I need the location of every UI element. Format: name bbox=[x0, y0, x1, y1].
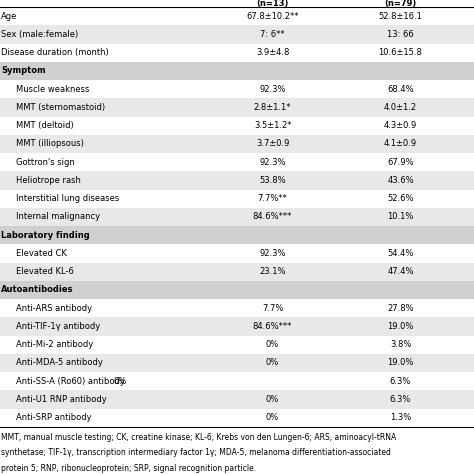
Bar bbox=[0, 336, 474, 354]
Text: Anti-TIF-1γ antibody: Anti-TIF-1γ antibody bbox=[16, 322, 100, 331]
Text: 84.6%***: 84.6%*** bbox=[253, 212, 292, 221]
Text: 3.8%: 3.8% bbox=[390, 340, 411, 349]
Text: 67.9%: 67.9% bbox=[387, 158, 414, 167]
Bar bbox=[0, 26, 474, 44]
Text: Disease duration (month): Disease duration (month) bbox=[1, 48, 109, 57]
Bar bbox=[0, 391, 474, 409]
Text: Laboratory finding: Laboratory finding bbox=[1, 231, 90, 240]
Bar bbox=[0, 80, 474, 99]
Text: 4.1±0.9: 4.1±0.9 bbox=[384, 139, 417, 148]
Text: MMT (deltoid): MMT (deltoid) bbox=[16, 121, 73, 130]
Text: MMT (sternomastoid): MMT (sternomastoid) bbox=[16, 103, 105, 112]
Text: Anti-SS-A (Ro60) antibody: Anti-SS-A (Ro60) antibody bbox=[16, 377, 125, 386]
Text: 27.8%: 27.8% bbox=[387, 304, 414, 313]
Bar bbox=[0, 409, 474, 427]
Text: 84.6%***: 84.6%*** bbox=[253, 322, 292, 331]
Text: Gottron's sign: Gottron's sign bbox=[16, 158, 74, 167]
Text: Dysphagia
(n=13): Dysphagia (n=13) bbox=[248, 0, 297, 8]
Text: 23.1%: 23.1% bbox=[259, 267, 286, 276]
Text: 0%: 0% bbox=[266, 340, 279, 349]
Bar bbox=[0, 372, 474, 391]
Text: 3.7±0.9: 3.7±0.9 bbox=[256, 139, 289, 148]
Text: MMT (illiopsous): MMT (illiopsous) bbox=[16, 139, 83, 148]
Text: Symptom: Symptom bbox=[1, 66, 46, 75]
Text: 92.3%: 92.3% bbox=[259, 158, 286, 167]
Text: 4.3±0.9: 4.3±0.9 bbox=[384, 121, 417, 130]
Bar bbox=[0, 153, 474, 171]
Text: 6.3%: 6.3% bbox=[390, 377, 411, 386]
Bar bbox=[0, 99, 474, 117]
Bar bbox=[0, 318, 474, 336]
Bar bbox=[0, 135, 474, 153]
Text: Anti-U1 RNP antibody: Anti-U1 RNP antibody bbox=[16, 395, 106, 404]
Text: 13: 66: 13: 66 bbox=[387, 30, 414, 39]
Text: 47.4%: 47.4% bbox=[387, 267, 414, 276]
Text: 1.3%: 1.3% bbox=[390, 413, 411, 422]
Text: Interstitial lung diseases: Interstitial lung diseases bbox=[16, 194, 119, 203]
Text: 10.6±15.8: 10.6±15.8 bbox=[379, 48, 422, 57]
Text: Internal malignancy: Internal malignancy bbox=[16, 212, 100, 221]
Bar bbox=[0, 299, 474, 318]
Text: 54.4%: 54.4% bbox=[387, 249, 414, 258]
Text: 0%: 0% bbox=[266, 413, 279, 422]
Text: 10.1%: 10.1% bbox=[387, 212, 414, 221]
Text: No Dysphagia
(n=79): No Dysphagia (n=79) bbox=[368, 0, 433, 8]
Text: 3.5±1.2*: 3.5±1.2* bbox=[254, 121, 292, 130]
Text: 0%: 0% bbox=[266, 395, 279, 404]
Bar bbox=[0, 172, 474, 190]
Bar bbox=[0, 44, 474, 62]
Text: Muscle weakness: Muscle weakness bbox=[16, 85, 89, 94]
Text: 0%: 0% bbox=[266, 358, 279, 367]
Text: Sex (male:female): Sex (male:female) bbox=[1, 30, 79, 39]
Text: 7.7%**: 7.7%** bbox=[257, 194, 288, 203]
Text: 3.9±4.8: 3.9±4.8 bbox=[256, 48, 289, 57]
Text: 19.0%: 19.0% bbox=[387, 358, 414, 367]
Text: Heliotrope rash: Heliotrope rash bbox=[16, 176, 81, 185]
Text: synthetase; TIF-1γ, transcription intermediary factor 1γ; MDA-5, melanoma differ: synthetase; TIF-1γ, transcription interm… bbox=[1, 448, 392, 457]
Text: 68.4%: 68.4% bbox=[387, 85, 414, 94]
Text: 53.8%: 53.8% bbox=[259, 176, 286, 185]
Text: 67.8±10.2**: 67.8±10.2** bbox=[246, 12, 299, 21]
Text: Elevated KL-6: Elevated KL-6 bbox=[16, 267, 73, 276]
Bar bbox=[0, 7, 474, 25]
Bar bbox=[0, 117, 474, 135]
Bar bbox=[0, 190, 474, 208]
Text: 7: 6**: 7: 6** bbox=[260, 30, 285, 39]
Text: MMT, manual muscle testing; CK, creatine kinase; KL-6, Krebs von den Lungen-6; A: MMT, manual muscle testing; CK, creatine… bbox=[1, 432, 397, 441]
Text: 2.8±1.1*: 2.8±1.1* bbox=[254, 103, 292, 112]
Text: Autoantibodies: Autoantibodies bbox=[1, 285, 74, 294]
Text: protein 5; RNP, ribonucleoprotein; SRP, signal recognition particle.: protein 5; RNP, ribonucleoprotein; SRP, … bbox=[1, 464, 256, 473]
Bar bbox=[0, 263, 474, 281]
Bar bbox=[0, 354, 474, 372]
Bar bbox=[0, 208, 474, 226]
Text: Anti-MDA-5 antibody: Anti-MDA-5 antibody bbox=[16, 358, 102, 367]
Text: 52.6%: 52.6% bbox=[387, 194, 414, 203]
Bar bbox=[0, 62, 474, 80]
Text: Anti-ARS antibody: Anti-ARS antibody bbox=[16, 304, 92, 313]
Text: Age: Age bbox=[1, 12, 18, 21]
Bar bbox=[0, 281, 474, 299]
Text: Anti-Mi-2 antibody: Anti-Mi-2 antibody bbox=[16, 340, 93, 349]
Bar bbox=[0, 226, 474, 245]
Text: 43.6%: 43.6% bbox=[387, 176, 414, 185]
Text: 6.3%: 6.3% bbox=[390, 395, 411, 404]
Text: 19.0%: 19.0% bbox=[387, 322, 414, 331]
Text: 4.0±1.2: 4.0±1.2 bbox=[384, 103, 417, 112]
Text: Anti-SRP antibody: Anti-SRP antibody bbox=[16, 413, 91, 422]
Text: 92.3%: 92.3% bbox=[259, 249, 286, 258]
Text: 92.3%: 92.3% bbox=[259, 85, 286, 94]
Text: Elevated CK: Elevated CK bbox=[16, 249, 66, 258]
Text: 0%: 0% bbox=[113, 377, 127, 386]
Text: 52.8±16.1: 52.8±16.1 bbox=[379, 12, 422, 21]
Text: 7.7%: 7.7% bbox=[262, 304, 283, 313]
Bar bbox=[0, 245, 474, 263]
